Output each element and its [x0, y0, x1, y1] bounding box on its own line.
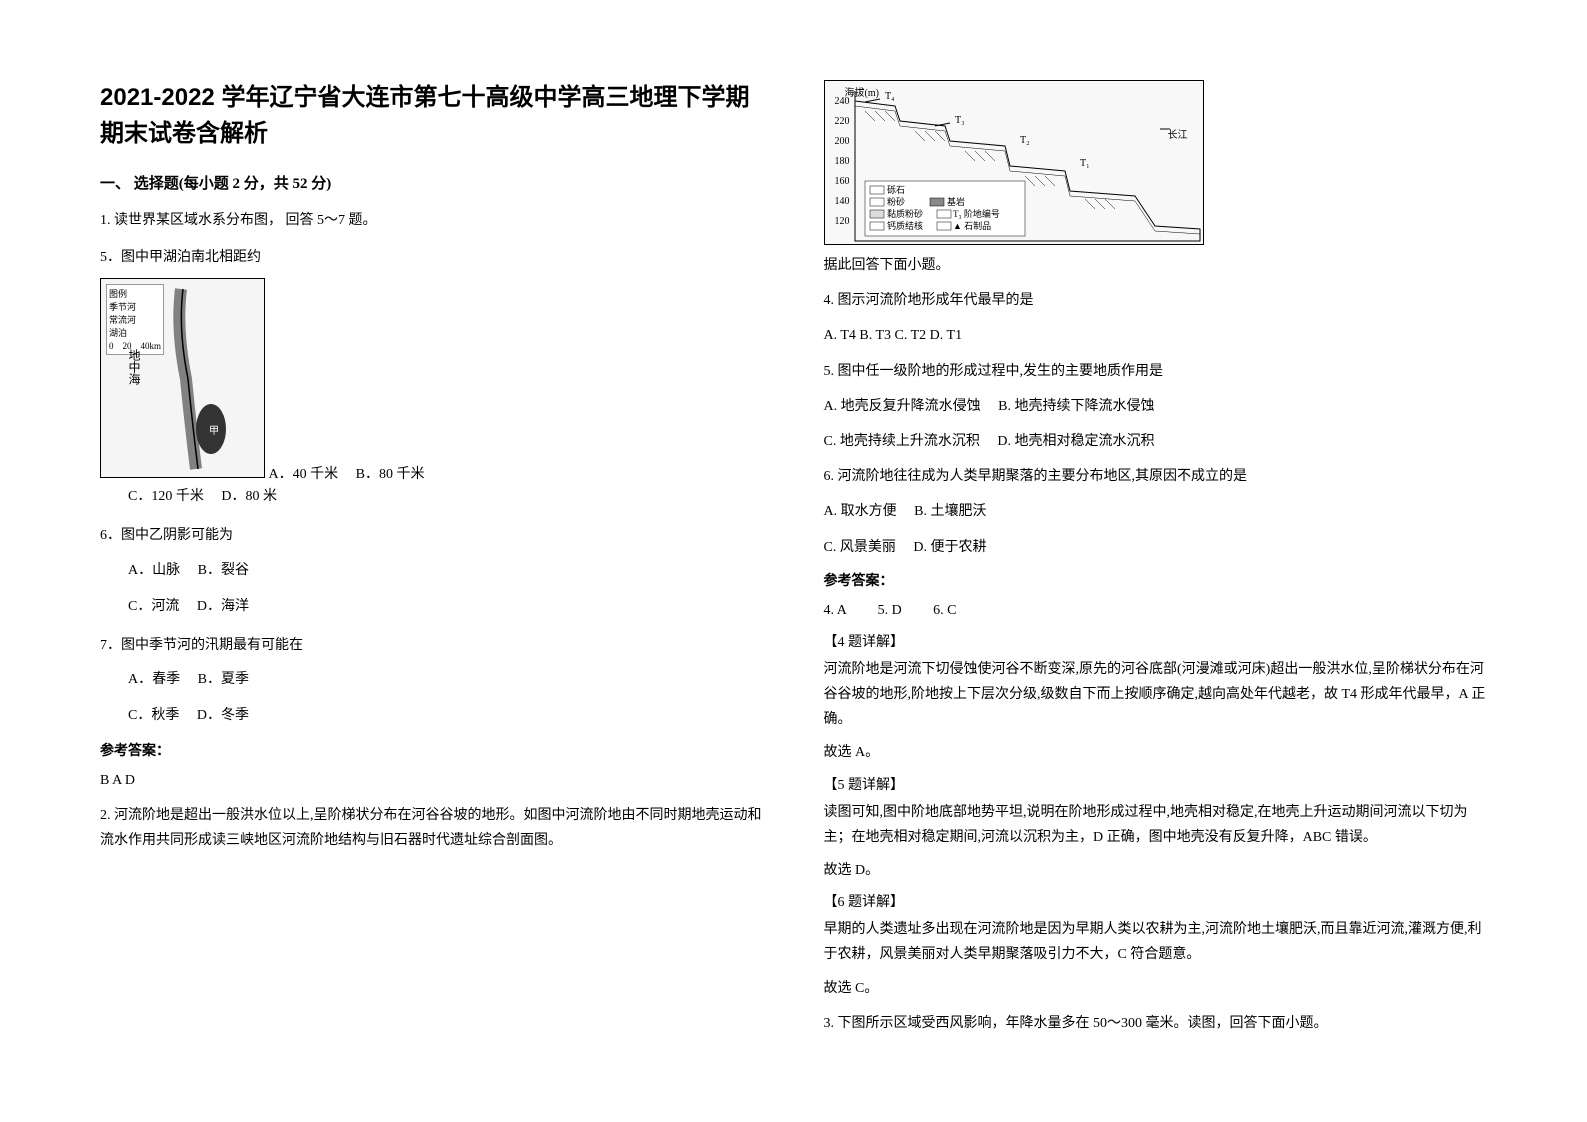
q1-answer-label: 参考答案： [100, 740, 764, 760]
q2-opt6-c: C. 风景美丽 D. 便于农耕 [824, 535, 1488, 560]
exp5-header: 【5 题详解】 [824, 774, 1488, 794]
q1-sub5: 5．图中甲湖泊南北相距约 [100, 245, 764, 270]
exp6-header: 【6 题详解】 [824, 891, 1488, 911]
svg-text:黏质粉砂: 黏质粉砂 [887, 208, 923, 219]
profile-figure: 海拔(m) 240 220 200 180 160 140 120 长江 [824, 80, 1204, 245]
exp4-header: 【4 题详解】 [824, 631, 1488, 651]
q1-opt7-c: C．秋季 D．冬季 [100, 702, 764, 730]
q2-opt5-c: C. 地壳持续上升流水沉积 D. 地壳相对稳定流水沉积 [824, 429, 1488, 454]
q1-opt6-c: C．河流 D．海洋 [100, 593, 764, 621]
exp6-text: 早期的人类遗址多出现在河流阶地是因为早期人类以农耕为主,河流阶地土壤肥沃,而且靠… [824, 917, 1488, 967]
q1-opt5-cd: C．120 千米 D．80 米 [100, 483, 764, 511]
main-title: 2021-2022 学年辽宁省大连市第七十高级中学高三地理下学期期末试卷含解析 [100, 80, 764, 152]
q2-sub6: 6. 河流阶地往往成为人类早期聚落的主要分布地区,其原因不成立的是 [824, 464, 1488, 489]
q2-after-fig: 据此回答下面小题。 [824, 253, 1488, 278]
q2-opt4: A. T4 B. T3 C. T2 D. T1 [824, 323, 1488, 348]
exp5-text: 读图可知,图中阶地底部地势平坦,说明在阶地形成过程中,地壳相对稳定,在地壳上升运… [824, 800, 1488, 850]
svg-text:砾石: 砾石 [887, 184, 905, 195]
q1-sub6: 6．图中乙阴影可能为 [100, 523, 764, 548]
q2-sub5: 5. 图中任一级阶地的形成过程中,发生的主要地质作用是 [824, 359, 1488, 384]
figure-map-row: 图例 季节河 常流河 湖泊 0 20 40km 地中海 甲 A．40 千米 B．… [100, 278, 764, 483]
profile-svg: T₄ T₃ T₂ T₁ 砾石 粉砂 基岩 黏质粉砂 T₃ 阶地编号 钙质结核 ▲… [825, 81, 1205, 246]
q2-answer-label: 参考答案： [824, 570, 1488, 590]
q1-opt5-ab: A．40 千米 B．80 千米 [269, 467, 425, 482]
svg-text:T₂: T₂ [1020, 135, 1030, 146]
q3-intro: 3. 下图所示区域受西风影响，年降水量多在 50～300 毫米。读图，回答下面小… [824, 1011, 1488, 1036]
q2-sub4: 4. 图示河流阶地形成年代最早的是 [824, 288, 1488, 313]
svg-text:T₃: T₃ [955, 115, 965, 126]
exp4-end: 故选 A。 [824, 740, 1488, 765]
right-column: 海拔(m) 240 220 200 180 160 140 120 长江 [824, 80, 1488, 1046]
q1-answer: B A D [100, 768, 764, 793]
svg-text:▲ 石制品: ▲ 石制品 [953, 220, 991, 231]
svg-text:T₃ 阶地编号: T₃ 阶地编号 [953, 208, 1000, 219]
map-figure: 图例 季节河 常流河 湖泊 0 20 40km 地中海 甲 [100, 278, 265, 478]
q2-intro: 2. 河流阶地是超出一般洪水位以上,呈阶梯状分布在河谷谷坡的地形。如图中河流阶地… [100, 803, 764, 853]
q2-opt5-a: A. 地壳反复升降流水侵蚀 B. 地壳持续下降流水侵蚀 [824, 394, 1488, 419]
svg-text:基岩: 基岩 [947, 196, 965, 207]
q1-intro: 1. 读世界某区域水系分布图， 回答 5～7 题。 [100, 208, 764, 233]
svg-text:T₄: T₄ [885, 91, 895, 102]
svg-text:甲: 甲 [209, 426, 219, 437]
q2-opt6-a: A. 取水方便 B. 土壤肥沃 [824, 499, 1488, 524]
svg-text:粉砂: 粉砂 [887, 196, 905, 207]
q1-sub7: 7．图中季节河的汛期最有可能在 [100, 633, 764, 658]
q1-opt6-a: A．山脉 B．裂谷 [100, 557, 764, 585]
page-container: 2021-2022 学年辽宁省大连市第七十高级中学高三地理下学期期末试卷含解析 … [100, 80, 1487, 1046]
svg-text:钙质结核: 钙质结核 [887, 220, 923, 231]
section-heading: 一、 选择题(每小题 2 分，共 52 分) [100, 172, 764, 193]
svg-text:T₁: T₁ [1080, 158, 1090, 169]
exp4-text: 河流阶地是河流下切侵蚀使河谷不断变深,原先的河谷底部(河漫滩或河床)超出一般洪水… [824, 657, 1488, 733]
q1-opt7-a: A．春季 B．夏季 [100, 666, 764, 694]
exp5-end: 故选 D。 [824, 858, 1488, 883]
left-column: 2021-2022 学年辽宁省大连市第七十高级中学高三地理下学期期末试卷含解析 … [100, 80, 764, 1046]
q2-answer: 4. A 5. D 6. C [824, 598, 1488, 623]
exp6-end: 故选 C。 [824, 976, 1488, 1001]
map-svg: 甲 [101, 279, 266, 479]
